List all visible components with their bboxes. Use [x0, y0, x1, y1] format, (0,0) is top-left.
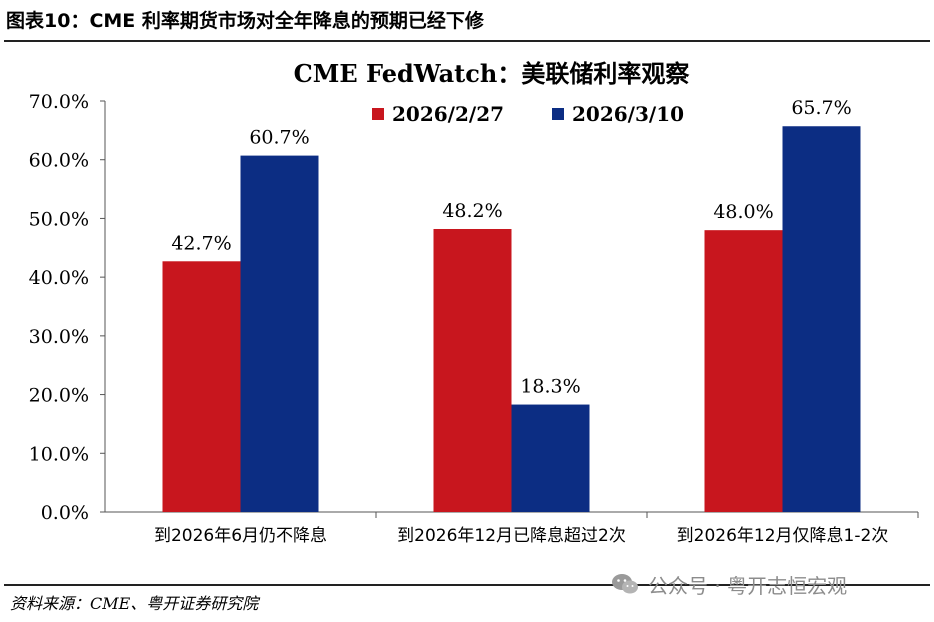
x-tick-label: 到2026年6月仍不降息: [154, 526, 327, 546]
y-tick-label: 40.0%: [29, 267, 89, 289]
figure-title: 图表10：CME 利率期货市场对全年降息的预期已经下修: [6, 10, 484, 32]
y-tick-label: 10.0%: [29, 443, 89, 465]
y-tick-label: 60.0%: [29, 150, 89, 172]
x-tick-label: 到2026年12月已降息超过2次: [397, 526, 626, 546]
y-tick-label: 50.0%: [29, 208, 89, 230]
bar-chart: CME FedWatch：美联储利率观察 0.0% 10.0% 20.0% 30.0% 4…: [29, 59, 919, 546]
y-tick-label: 20.0%: [29, 385, 89, 407]
bar-series-1: [433, 228, 512, 513]
y-tick-label: 30.0%: [29, 326, 89, 348]
title-divider: [4, 40, 930, 42]
bar-series-2: [782, 126, 861, 513]
footer-divider: [4, 584, 930, 586]
legend-swatch: [372, 108, 384, 120]
watermark: 公众号 · 粤开志恒宏观: [610, 568, 847, 600]
bar-series-2: [240, 155, 319, 512]
data-label: 18.3%: [520, 376, 580, 398]
x-tick-label: 到2026年12月仅降息1-2次: [677, 526, 889, 546]
data-label: 65.7%: [791, 97, 851, 119]
bar-series-1: [162, 261, 241, 512]
legend-swatch: [552, 108, 564, 120]
y-tick-label: 0.0%: [41, 502, 89, 524]
bar-series-2: [511, 404, 590, 512]
legend-label: 2026/3/10: [572, 102, 684, 126]
wechat-icon: [612, 574, 638, 594]
legend-label: 2026/2/27: [392, 102, 504, 126]
bar-series-1: [704, 230, 783, 512]
data-label: 48.0%: [713, 201, 773, 223]
watermark-text: 公众号 · 粤开志恒宏观: [648, 573, 848, 598]
y-tick-label: 70.0%: [29, 91, 89, 113]
source-note: 资料来源：CME、粤开证券研究院: [10, 594, 259, 613]
data-label: 60.7%: [249, 127, 309, 149]
data-label: 42.7%: [171, 232, 231, 254]
chart-title: CME FedWatch：美联储利率观察: [294, 59, 691, 88]
data-label: 48.2%: [442, 200, 502, 222]
